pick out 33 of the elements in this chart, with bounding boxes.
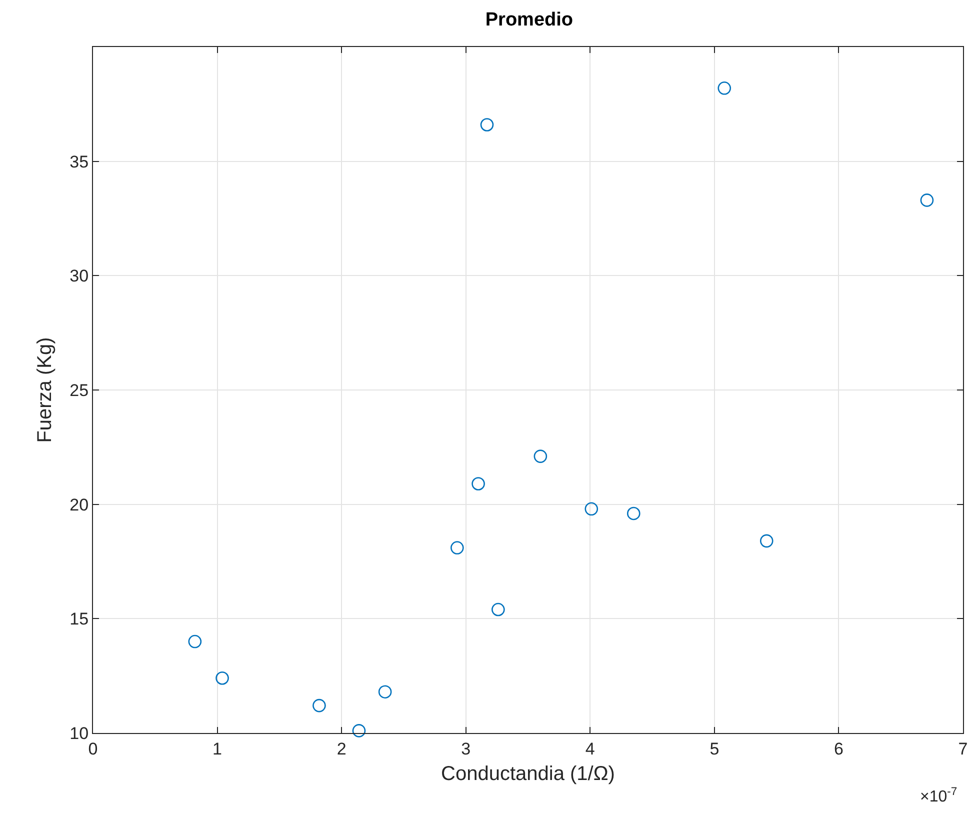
point <box>626 506 640 520</box>
x-tick-label: 1 <box>212 739 222 758</box>
x-tick-label: 5 <box>710 739 720 758</box>
y-tick-label: 30 <box>70 266 89 286</box>
point <box>216 671 229 685</box>
text: ×10$^{-7}$ <box>920 786 958 806</box>
y-tick-label: 15 <box>70 610 89 629</box>
x-tick-label: 4 <box>585 739 595 758</box>
x-tick-label: 7 <box>958 739 968 758</box>
point <box>760 534 774 548</box>
point <box>188 634 202 648</box>
x-tick-label: 2 <box>336 739 346 758</box>
y-tick-label: 10 <box>70 724 89 743</box>
y-tick-label: 25 <box>70 380 89 400</box>
point <box>352 724 366 738</box>
chart-title: Promedio <box>485 10 574 31</box>
x-tick-label: 6 <box>834 739 844 758</box>
point <box>718 82 732 95</box>
x-tick-label: 0 <box>88 739 98 758</box>
point <box>312 698 326 712</box>
y-axis-title: Fuerza (Kg) <box>34 337 56 443</box>
point <box>920 194 934 207</box>
point <box>472 477 485 490</box>
y-tick-label: 35 <box>70 152 89 172</box>
x-tick-label: 3 <box>461 739 471 758</box>
point <box>378 685 392 698</box>
point <box>450 541 464 554</box>
point <box>534 450 548 463</box>
point <box>480 118 494 132</box>
x-axis-title: Conductandia (1/Ω) <box>441 762 615 785</box>
point <box>492 602 505 616</box>
y-tick-label: 20 <box>70 495 89 514</box>
point <box>584 502 598 516</box>
